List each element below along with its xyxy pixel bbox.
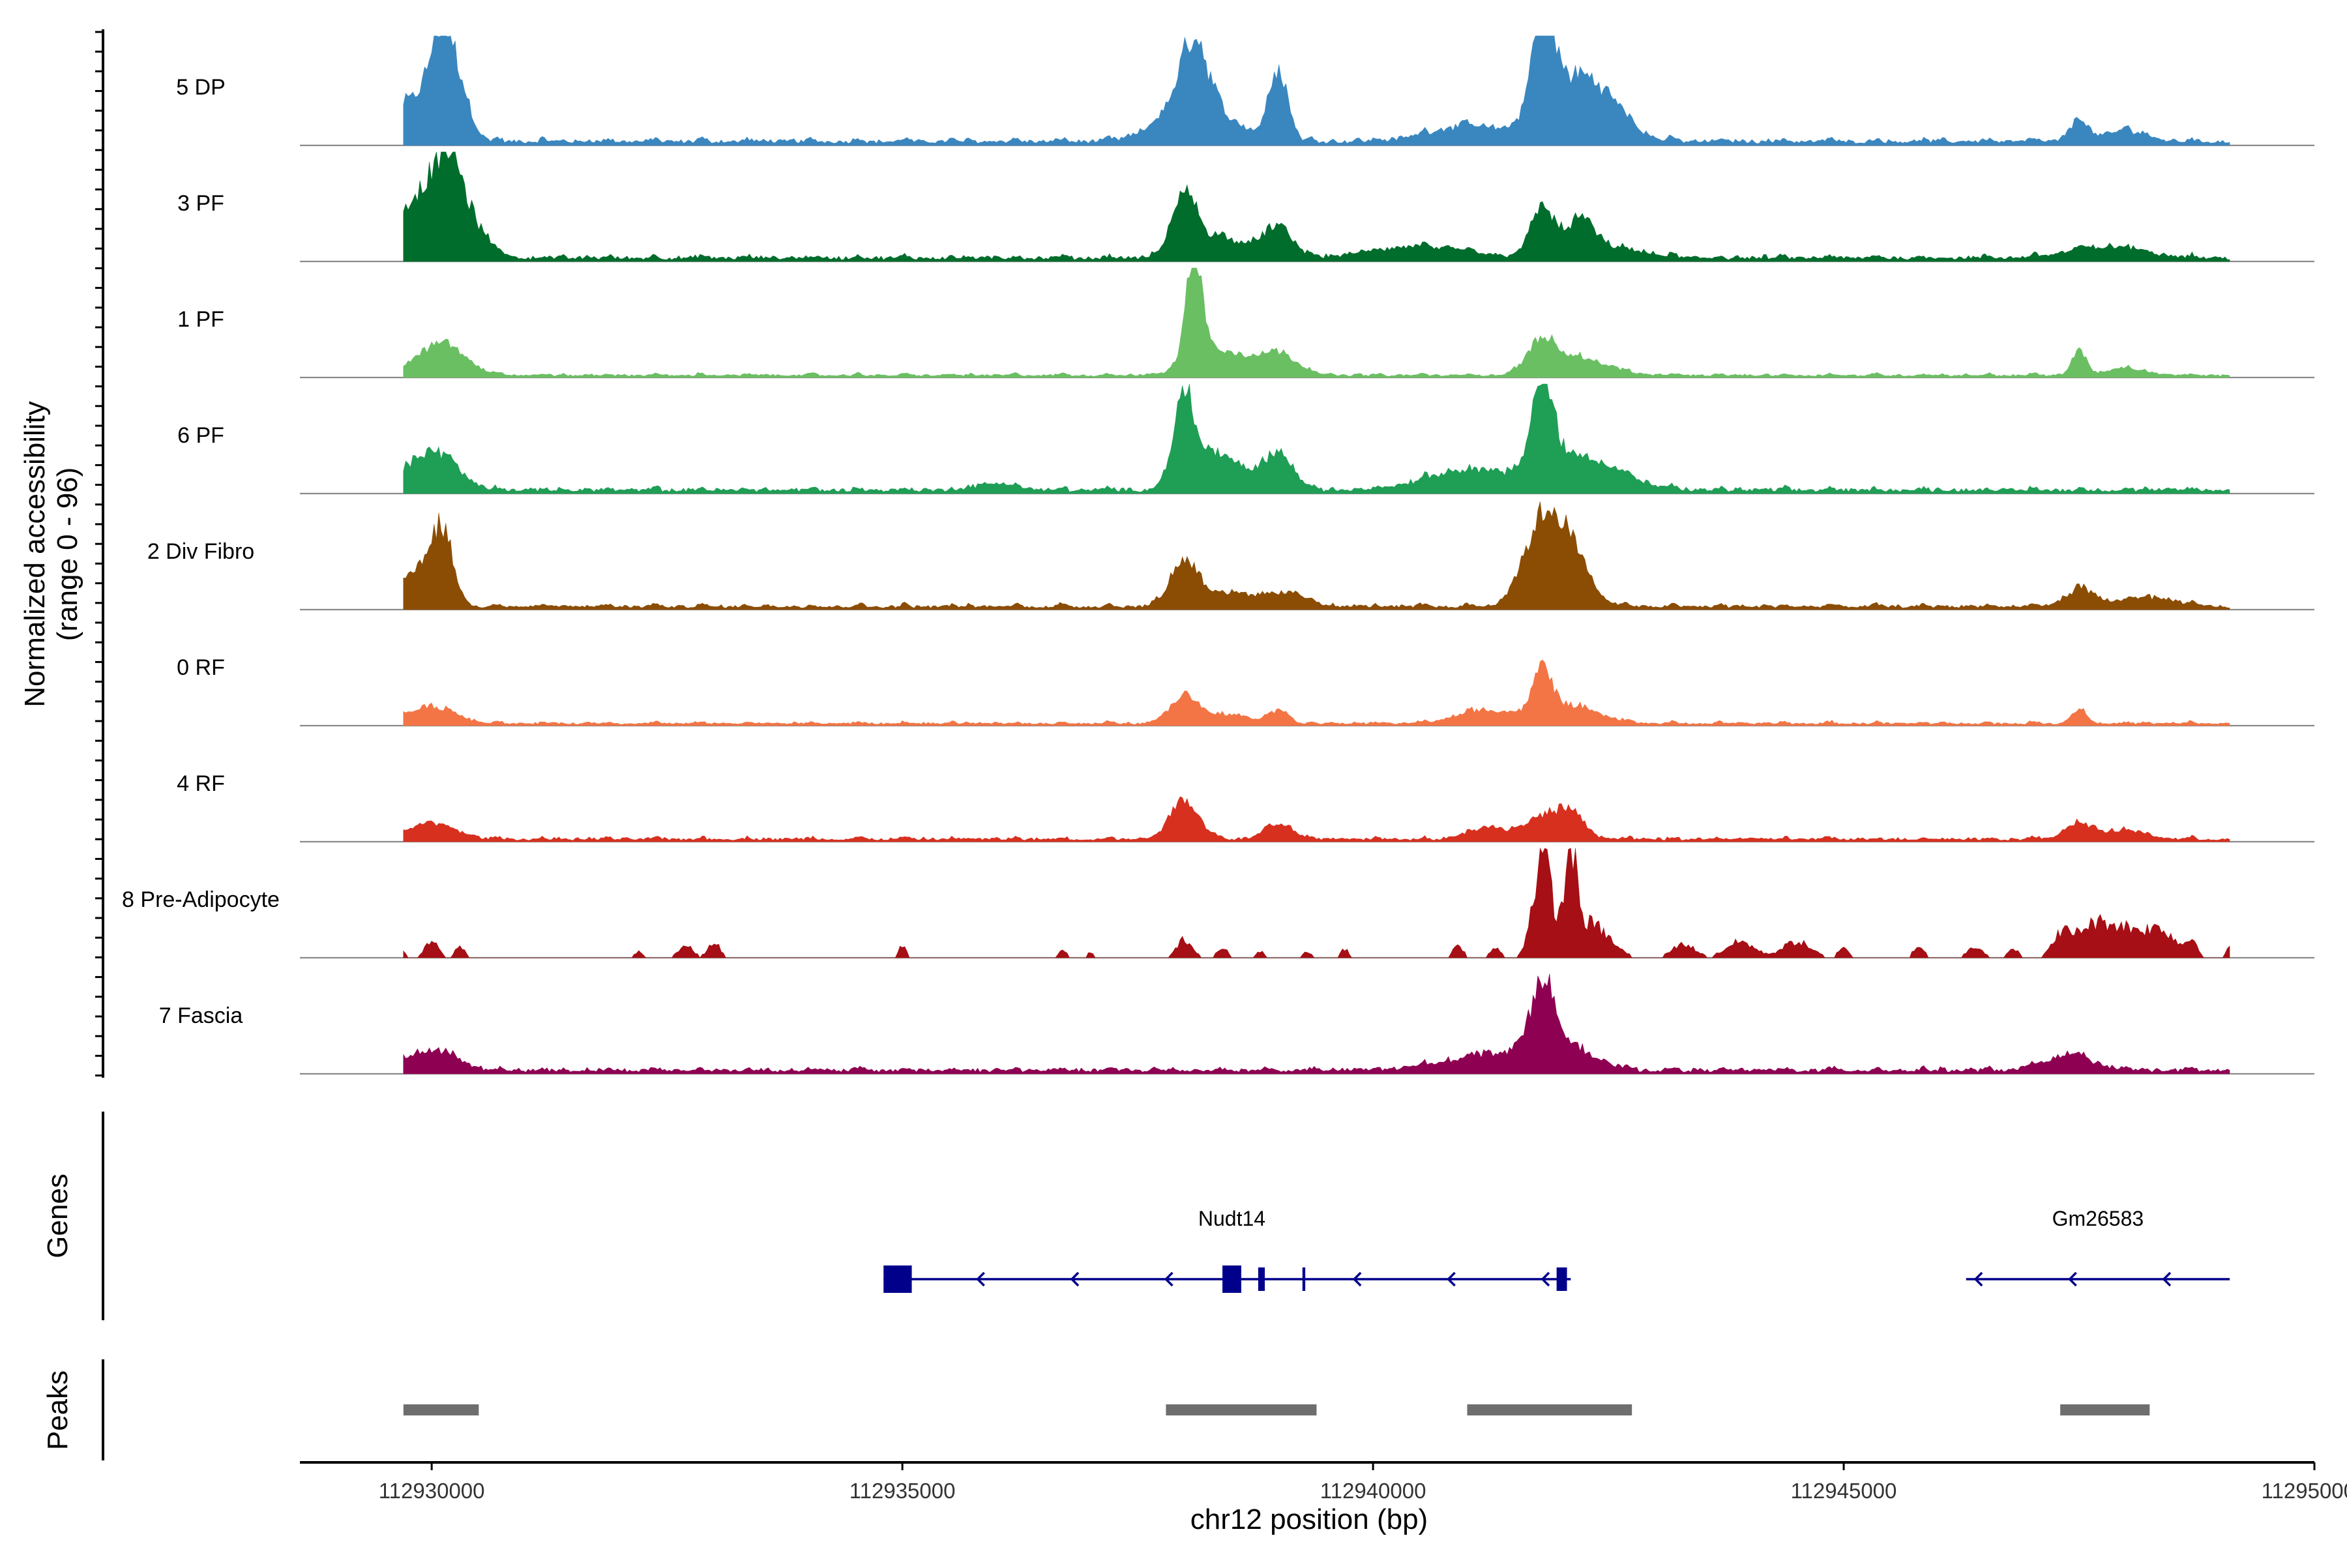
coverage-area (403, 501, 2230, 610)
gene-strand-arrow (1352, 1271, 1362, 1287)
gene-strand-arrow (1070, 1271, 1080, 1287)
x-axis-tick-label: 112930000 (379, 1479, 485, 1503)
track-label: 2 Div Fibro (147, 539, 254, 564)
peak-region (1467, 1404, 1632, 1415)
genes-panel-title: Genes (42, 1174, 74, 1258)
track-label: 8 Pre-Adipocyte (122, 887, 280, 912)
track-7-fascia: 7 Fascia (159, 973, 2314, 1075)
accessibility-y-axis (95, 29, 104, 1078)
gene-strand-arrow (1164, 1271, 1174, 1287)
gene-nudt14: Nudt14 (883, 1207, 1571, 1293)
coverage-area (403, 847, 2230, 958)
gene-exon (1222, 1265, 1241, 1293)
x-axis-tick-label: 112935000 (849, 1479, 956, 1503)
coverage-area (403, 267, 2230, 378)
track-label: 7 Fascia (159, 1003, 243, 1028)
track-label: 5 DP (176, 75, 226, 100)
gene-strand-arrow (976, 1271, 985, 1287)
gene-strand-arrow (2162, 1271, 2172, 1287)
x-axis-title: chr12 position (bp) (1190, 1503, 1428, 1535)
track-4-rf: 4 RF (177, 771, 2314, 843)
gene-strand-arrow (1447, 1271, 1456, 1287)
peak-region (403, 1404, 479, 1415)
track-8-pre-adipocyte: 8 Pre-Adipocyte (122, 847, 2314, 959)
genes-panel: Nudt14 Gm26583 (102, 1112, 2230, 1320)
track-label: 4 RF (177, 771, 225, 796)
track-6-pf: 6 PF (177, 383, 2314, 495)
coverage-area (403, 796, 2230, 842)
gene-exon (1302, 1267, 1306, 1291)
gene-name-label: Nudt14 (1198, 1207, 1265, 1230)
accessibility-tracks: 5 DP 3 PF 1 PF 6 PF 2 Div Fibro 0 RF 4 RF 8 Pre… (122, 35, 2314, 1075)
peak-region (2060, 1404, 2150, 1415)
y-axis-title-line1: Normalized accessibility (19, 401, 51, 707)
peaks-panel-title: Peaks (42, 1370, 74, 1450)
gene-strand-arrow (2068, 1271, 2077, 1287)
peak-region (1166, 1404, 1317, 1415)
gene-name-label: Gm26583 (2052, 1207, 2144, 1230)
gene-exon (1556, 1267, 1567, 1291)
peaks-panel (102, 1359, 2150, 1460)
gene-strand-arrow (1541, 1271, 1550, 1287)
track-3-pf: 3 PF (177, 151, 2314, 263)
gene-exon (1258, 1267, 1265, 1291)
track-label: 6 PF (177, 423, 224, 448)
x-axis-tick-label: 112950000 (2262, 1479, 2347, 1503)
track-2-div-fibro: 2 Div Fibro (147, 501, 2314, 611)
coverage-area (403, 973, 2230, 1074)
track-5-dp: 5 DP (176, 35, 2314, 147)
coverage-area (403, 35, 2230, 146)
track-label: 1 PF (177, 307, 224, 332)
y-axis-title-line2: (range 0 - 96) (52, 467, 83, 642)
track-0-rf: 0 RF (177, 655, 2314, 727)
coverage-area (403, 659, 2230, 726)
track-label: 3 PF (177, 191, 224, 216)
gene-strand-arrow (1973, 1271, 1983, 1287)
track-label: 0 RF (177, 655, 225, 680)
gene-gm26583: Gm26583 (1966, 1207, 2230, 1287)
coverage-area (403, 151, 2230, 262)
x-axis: 112930000 112935000 112940000 112945000 1129… (300, 1461, 2347, 1503)
x-axis-tick-label: 112940000 (1320, 1479, 1426, 1503)
coverage-area (403, 383, 2230, 494)
gene-exon (883, 1265, 912, 1293)
track-1-pf: 1 PF (177, 267, 2314, 379)
x-axis-tick-label: 112945000 (1791, 1479, 1897, 1503)
